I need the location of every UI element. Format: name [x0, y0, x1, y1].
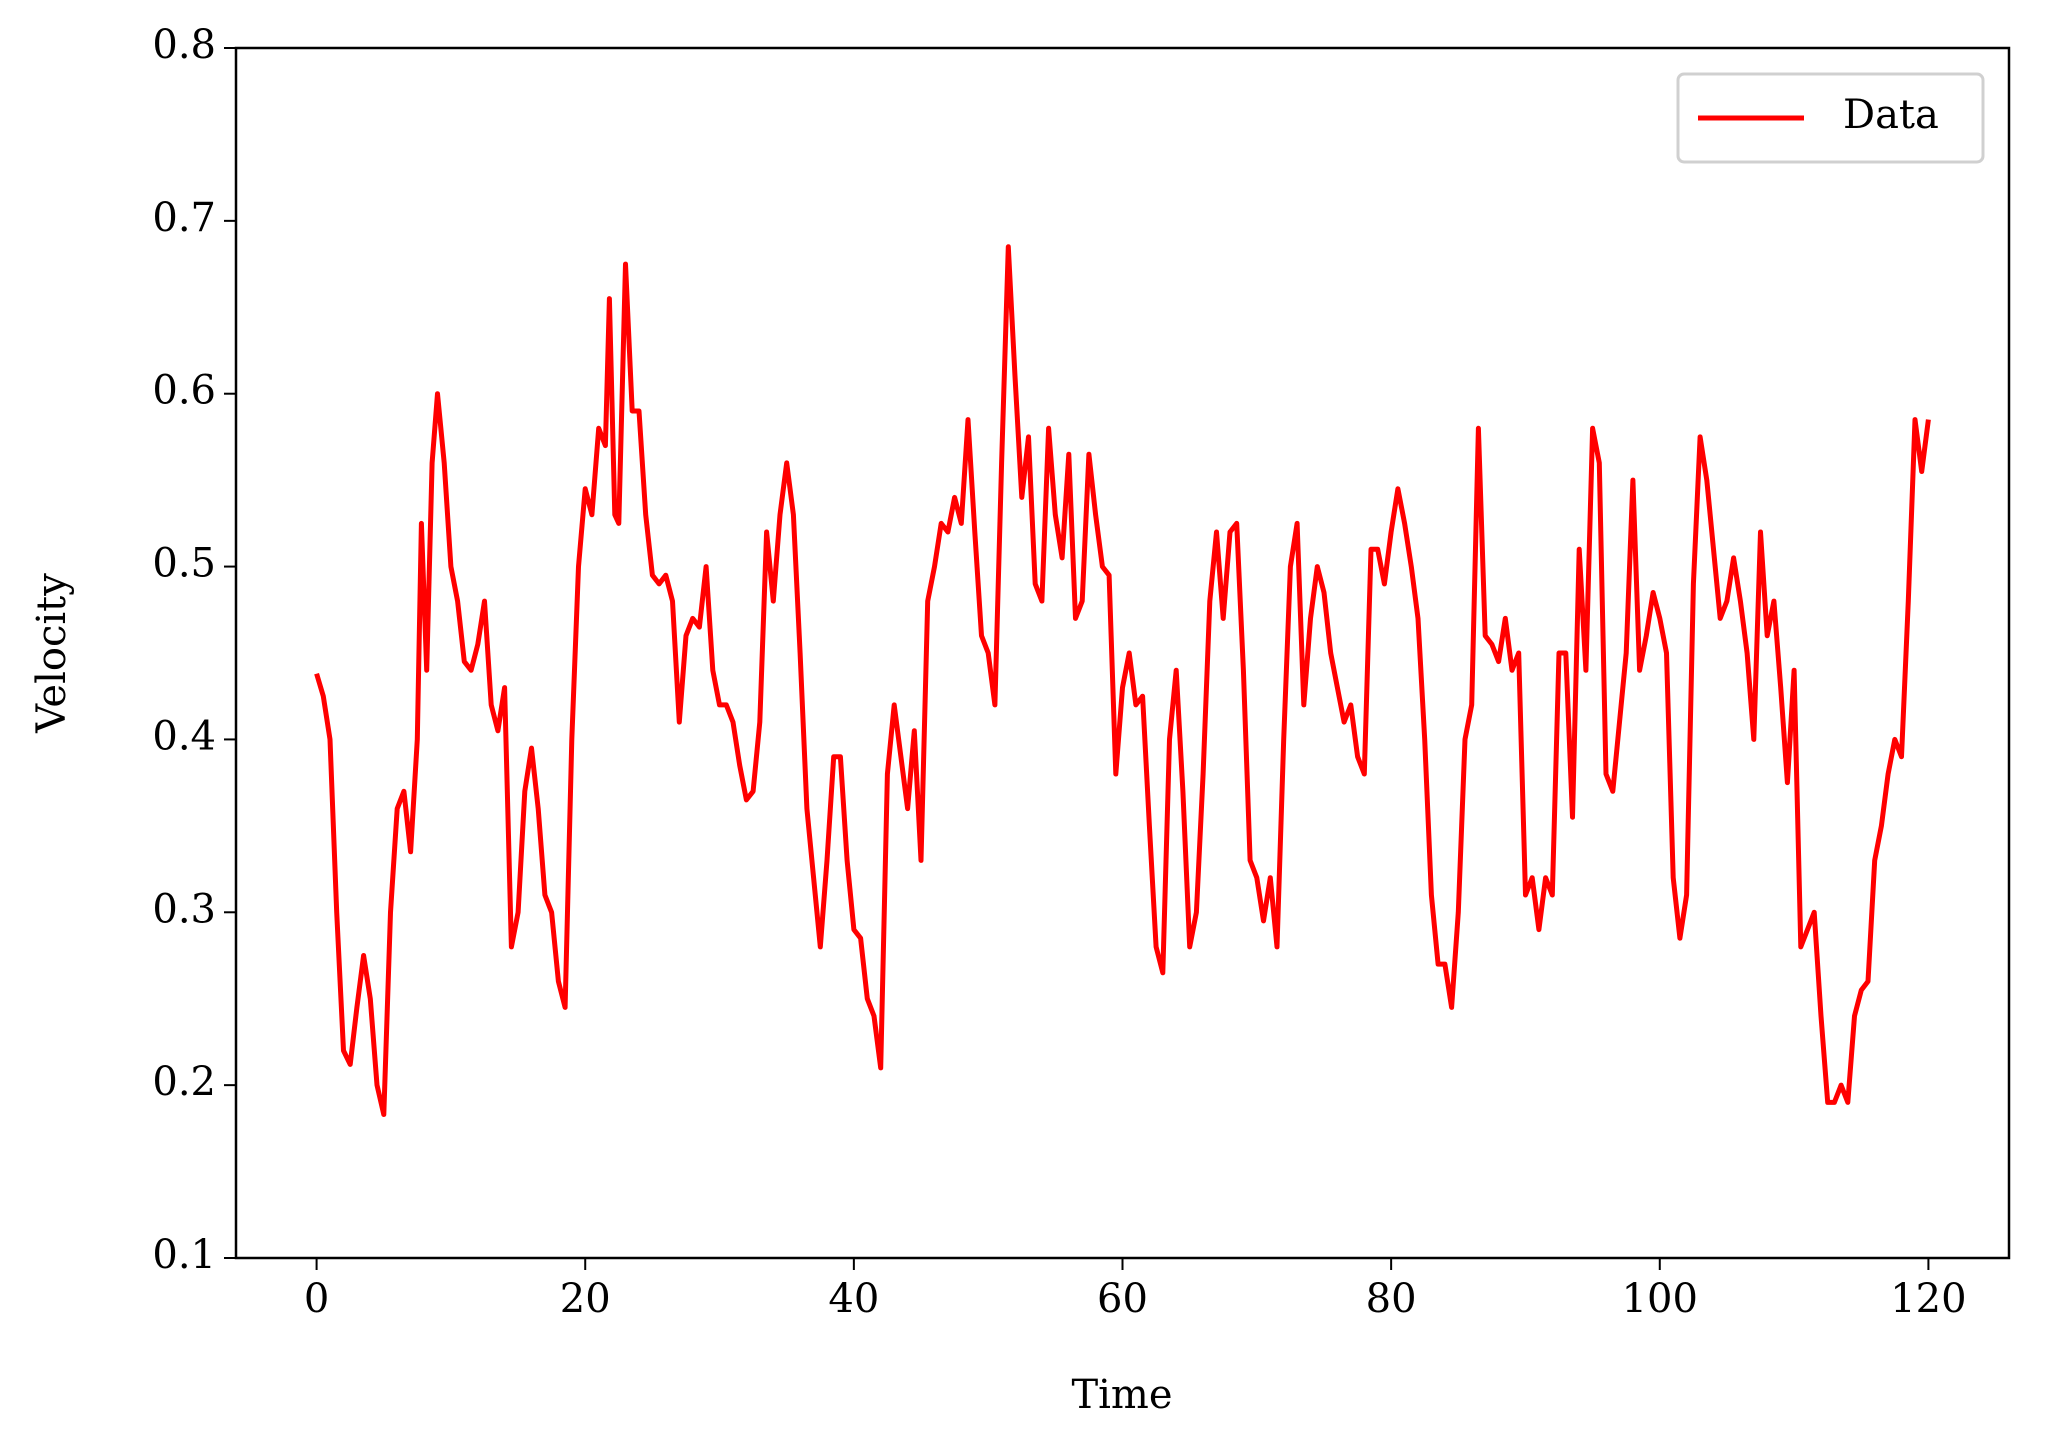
plot-frame	[234, 46, 2011, 1260]
legend-label: Data	[1843, 92, 1939, 138]
x-tick-label: 0	[304, 1276, 329, 1322]
legend: Data	[1676, 72, 1985, 164]
y-tick-label: 0.4	[152, 713, 216, 759]
x-tick-label: 60	[1097, 1276, 1148, 1322]
y-tick-label: 0.1	[152, 1232, 216, 1278]
legend-box	[1676, 72, 1985, 164]
x-tick-label: 120	[1890, 1276, 1966, 1322]
x-tick-label: 80	[1366, 1276, 1417, 1322]
y-tick-label: 0.8	[152, 22, 216, 68]
y-tick-label: 0.2	[152, 1059, 216, 1105]
x-tick-label: 20	[560, 1276, 611, 1322]
y-tick-label: 0.3	[152, 886, 216, 932]
y-tick-label: 0.6	[152, 368, 216, 414]
x-axis-label: Time	[1071, 1372, 1172, 1418]
x-tick-label: 40	[828, 1276, 879, 1322]
y-tick-label: 0.7	[152, 195, 216, 241]
y-tick-label: 0.5	[152, 541, 216, 587]
x-tick-label: 100	[1622, 1276, 1698, 1322]
data-line	[314, 244, 1931, 1117]
y-axis-label: Velocity	[29, 573, 75, 734]
